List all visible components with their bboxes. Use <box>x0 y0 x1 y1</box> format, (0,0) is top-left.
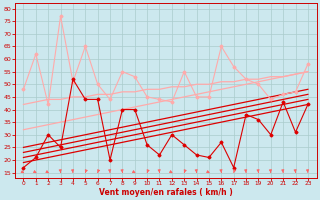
X-axis label: Vent moyen/en rafales ( km/h ): Vent moyen/en rafales ( km/h ) <box>99 188 233 197</box>
